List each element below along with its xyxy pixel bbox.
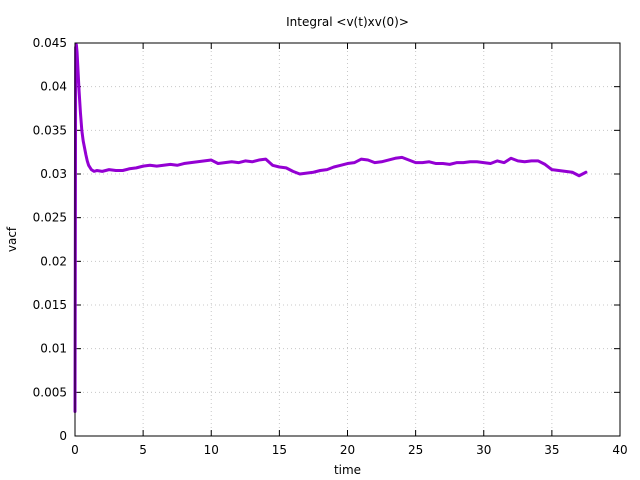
y-tick-label: 0.005 [33,385,67,399]
x-tick-label: 40 [612,443,627,457]
x-tick-label: 15 [272,443,287,457]
y-tick-label: 0.045 [33,36,67,50]
plot-border [74,42,621,437]
grid-lines [75,43,620,436]
x-tick-label: 35 [544,443,559,457]
x-axis-title: time [334,463,361,477]
y-tick-label: 0.02 [40,254,67,268]
y-tick-label: 0.04 [40,80,67,94]
y-tick-label: 0.03 [40,167,67,181]
y-tick-label: 0.01 [40,342,67,356]
x-tick-label: 5 [139,443,147,457]
x-tick-label: 20 [340,443,355,457]
x-tick-label: 30 [476,443,491,457]
y-tick-label: 0.015 [33,298,67,312]
y-tick-label: 0 [59,429,67,443]
chart-title: Integral <v(t)xv(0)> [286,15,409,29]
series-lines [73,43,588,414]
y-tick-label: 0.035 [33,123,67,137]
vacf-series-line [73,43,588,414]
tick-labels: 0 5 10 15 20 25 30 35 40 0 0.005 0.01 0.015 0.02 0.025… [33,36,628,457]
y-axis-title: vacf [5,226,19,252]
y-tick-label: 0.025 [33,211,67,225]
x-tick-label: 25 [408,443,423,457]
x-tick-label: 10 [204,443,219,457]
x-tick-label: 0 [71,443,79,457]
